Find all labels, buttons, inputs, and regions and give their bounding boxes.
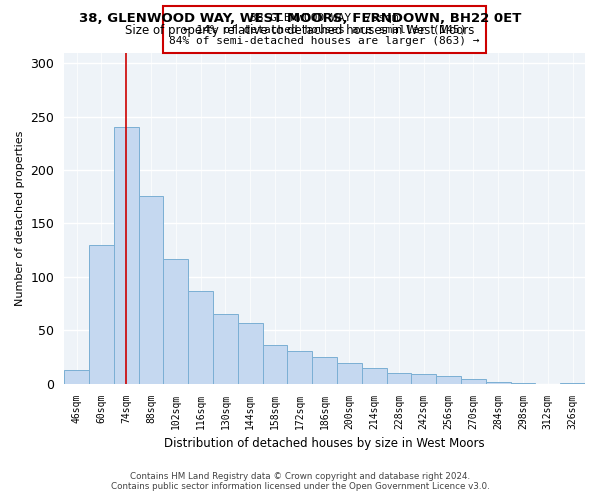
Y-axis label: Number of detached properties: Number of detached properties: [15, 130, 25, 306]
Bar: [213, 314, 238, 384]
Bar: [511, 382, 535, 384]
Bar: [163, 258, 188, 384]
Bar: [337, 364, 362, 384]
Bar: [486, 382, 511, 384]
Bar: [139, 196, 163, 384]
Bar: [386, 373, 412, 384]
Bar: [287, 350, 312, 384]
Bar: [64, 370, 89, 384]
Bar: [461, 380, 486, 384]
Bar: [263, 345, 287, 384]
Bar: [238, 323, 263, 384]
Text: Contains HM Land Registry data © Crown copyright and database right 2024.
Contai: Contains HM Land Registry data © Crown c…: [110, 472, 490, 491]
Bar: [436, 376, 461, 384]
Text: 38, GLENWOOD WAY, WEST MOORS, FERNDOWN, BH22 0ET: 38, GLENWOOD WAY, WEST MOORS, FERNDOWN, …: [79, 12, 521, 26]
Text: 38 GLENWOOD WAY: 75sqm
← 14% of detached houses are smaller (145)
84% of semi-de: 38 GLENWOOD WAY: 75sqm ← 14% of detached…: [169, 12, 480, 46]
Text: Size of property relative to detached houses in West Moors: Size of property relative to detached ho…: [125, 24, 475, 37]
Bar: [560, 382, 585, 384]
X-axis label: Distribution of detached houses by size in West Moors: Distribution of detached houses by size …: [164, 437, 485, 450]
Bar: [412, 374, 436, 384]
Bar: [312, 357, 337, 384]
Bar: [362, 368, 386, 384]
Bar: [114, 128, 139, 384]
Bar: [89, 245, 114, 384]
Bar: [188, 290, 213, 384]
